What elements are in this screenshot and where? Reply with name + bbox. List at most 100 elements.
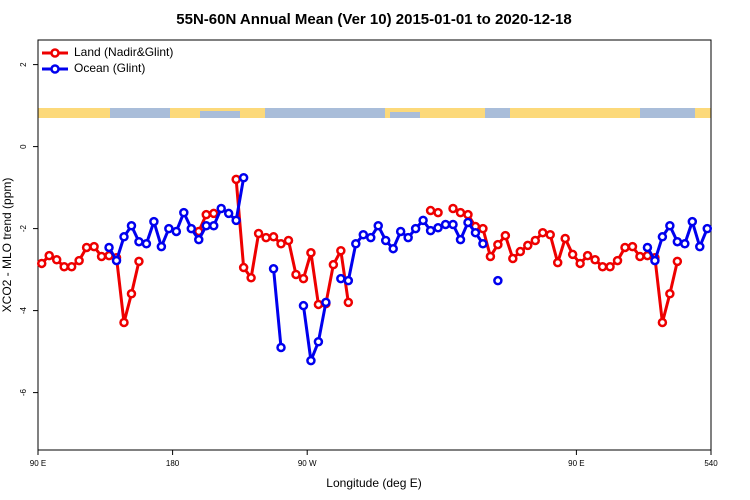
data-point [126, 220, 137, 231]
data-point [695, 241, 705, 252]
data-point [51, 255, 62, 265]
data-point [448, 203, 458, 214]
data-point [455, 207, 466, 218]
data-point [455, 234, 466, 245]
data-point [620, 242, 630, 253]
chart-title: 55N-60N Annual Mean (Ver 10) 2015-01-01 … [176, 11, 571, 28]
data-point [313, 337, 324, 347]
data-point [366, 232, 376, 243]
data-point [358, 230, 369, 240]
series-line [107, 177, 709, 363]
data-point [208, 220, 219, 231]
x-tick-label: 90 W [298, 459, 317, 468]
legend-label: Land (Nadir&Glint) [74, 45, 173, 59]
data-point [276, 342, 286, 353]
y-axis-label: XCO2 - MLO trend (ppm) [0, 178, 14, 313]
legend-marker [50, 48, 60, 58]
data-point [201, 220, 211, 231]
data-point [515, 246, 526, 257]
data-point [463, 209, 473, 220]
data-point [605, 261, 615, 272]
data-point [380, 235, 391, 246]
land-ocean-strip [38, 108, 711, 118]
data-point [231, 174, 241, 185]
x-tick-label: 90 E [30, 459, 46, 468]
x-tick-label: 90 E [568, 459, 584, 468]
data-point [657, 232, 668, 242]
y-tick-label: -2 [19, 224, 28, 232]
data-point [208, 208, 219, 219]
data-point [665, 289, 675, 299]
x-axis-label: Longitude (deg E) [326, 476, 421, 490]
data-point [119, 232, 129, 242]
data-point [291, 269, 301, 280]
data-point [321, 297, 331, 308]
data-point [238, 262, 249, 273]
y-tick-label: -6 [19, 388, 28, 396]
data-point [575, 258, 585, 269]
data-point [493, 275, 503, 286]
data-point [343, 297, 354, 308]
data-point [545, 230, 555, 240]
data-point [104, 242, 114, 253]
data-point [538, 227, 548, 238]
data-point [351, 239, 361, 249]
data-point [530, 235, 541, 246]
data-point [448, 219, 458, 230]
data-point [635, 251, 645, 262]
data-point [81, 242, 92, 253]
data-point [74, 255, 84, 266]
data-point [612, 255, 623, 266]
y-tick-label: 0 [19, 144, 28, 149]
data-point [276, 239, 286, 249]
data-point [96, 251, 107, 262]
data-point [582, 250, 593, 261]
data-point [478, 239, 488, 249]
data-point [672, 256, 683, 267]
data-point [268, 264, 279, 274]
y-tick-label: -4 [19, 306, 28, 314]
legend-label: Ocean (Glint) [74, 61, 145, 75]
data-point [642, 242, 653, 253]
data-point [665, 220, 675, 231]
legend-marker [50, 64, 60, 74]
data-point [253, 228, 264, 239]
x-tick-label: 540 [704, 459, 718, 468]
data-point [403, 232, 413, 243]
y-tick-label: 2 [19, 62, 28, 67]
data-point [702, 223, 713, 234]
data-point [306, 248, 316, 258]
data-point [627, 241, 638, 252]
data-point [261, 232, 271, 243]
data-point [650, 255, 660, 266]
series-line [40, 179, 679, 324]
data-point [470, 227, 481, 238]
data-point [478, 223, 488, 234]
data-point [500, 230, 511, 241]
data-point [306, 355, 316, 366]
data-point [216, 203, 226, 214]
data-point [313, 299, 324, 310]
data-point [194, 234, 204, 245]
data-point [44, 250, 54, 261]
data-point [680, 239, 690, 249]
data-point [395, 226, 406, 237]
data-point [328, 259, 339, 270]
data-point [268, 232, 279, 242]
data-point [418, 215, 428, 226]
data-point [149, 216, 159, 227]
data-point [657, 317, 668, 328]
data-point [388, 243, 398, 254]
data-point [336, 273, 346, 284]
legend: Land (Nadir&Glint) Ocean (Glint) [42, 45, 173, 75]
data-point [179, 207, 189, 218]
data-point [687, 216, 698, 227]
data-point [89, 241, 99, 252]
data-point [508, 253, 518, 264]
plot-frame [37, 39, 712, 451]
data-point [433, 207, 443, 218]
data-point [485, 251, 496, 262]
data-point [373, 220, 383, 231]
data-point [590, 255, 600, 265]
